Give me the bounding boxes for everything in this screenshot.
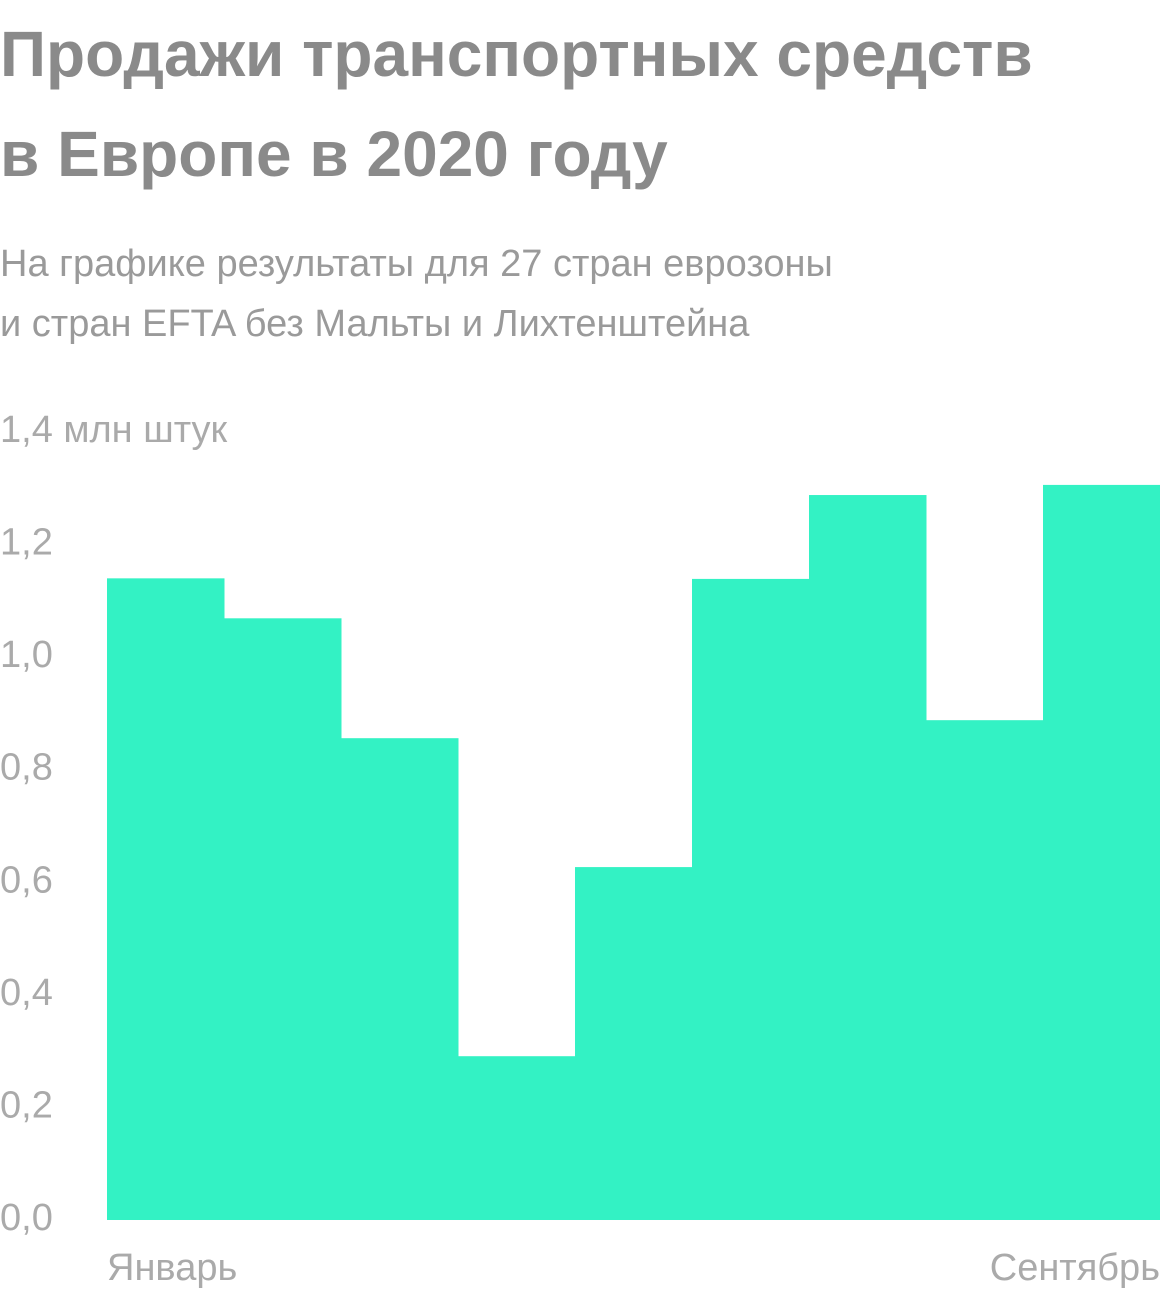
bar: [107, 578, 225, 1220]
bar: [1043, 484, 1160, 1220]
y-tick-label: 0,4: [0, 972, 53, 1014]
y-tick-label: 0,0: [0, 1197, 53, 1239]
bar: [458, 1056, 576, 1220]
y-tick-label: 1,4 млн штук: [0, 409, 228, 451]
bar: [341, 738, 459, 1220]
y-tick-label: 0,8: [0, 747, 53, 789]
bar: [575, 867, 693, 1220]
chart-subtitle: На графике результаты для 27 стран евроз…: [0, 243, 833, 285]
x-tick-label: Сентябрь: [990, 1247, 1160, 1289]
chart-title: Продажи транспортных средств: [0, 18, 1033, 90]
chart-title: в Европе в 2020 году: [0, 118, 668, 190]
bar: [224, 618, 342, 1220]
chart-subtitle: и стран EFTA без Мальты и Лихтенштейна: [0, 303, 750, 345]
y-tick-label: 1,2: [0, 522, 53, 564]
bar: [809, 495, 927, 1220]
y-tick-label: 0,2: [0, 1084, 53, 1126]
x-tick-label: Январь: [107, 1247, 237, 1289]
y-tick-label: 1,0: [0, 634, 53, 676]
bar: [692, 578, 810, 1220]
bar: [926, 720, 1044, 1220]
y-tick-label: 0,6: [0, 859, 53, 901]
